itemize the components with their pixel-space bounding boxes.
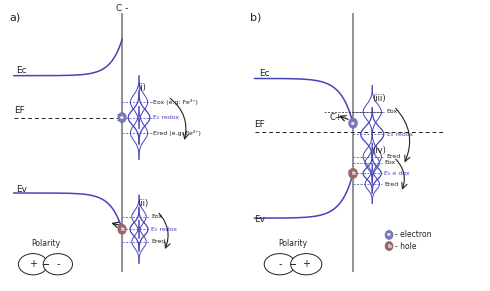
Text: Ev: Ev bbox=[255, 215, 266, 224]
Text: (iii): (iii) bbox=[372, 94, 386, 103]
Text: Ered: Ered bbox=[387, 154, 401, 159]
Text: Ered: Ered bbox=[151, 239, 166, 244]
Text: Ered: Ered bbox=[384, 182, 398, 187]
Text: Ec: Ec bbox=[16, 66, 27, 75]
Text: - hole: - hole bbox=[395, 242, 416, 251]
Text: Eox (e.g: Fe³⁺): Eox (e.g: Fe³⁺) bbox=[153, 99, 198, 105]
Text: Ec: Ec bbox=[259, 69, 270, 78]
Text: +: + bbox=[29, 259, 37, 269]
Text: e: e bbox=[120, 115, 124, 120]
Text: e: e bbox=[351, 121, 355, 126]
Text: Eox: Eox bbox=[384, 160, 395, 165]
Text: (i): (i) bbox=[137, 83, 146, 92]
Text: h: h bbox=[351, 171, 355, 176]
Text: Ev: Ev bbox=[16, 184, 27, 194]
Text: E₀ e dox: E₀ e dox bbox=[384, 171, 410, 176]
Text: (ii): (ii) bbox=[137, 199, 148, 208]
Text: h: h bbox=[387, 244, 391, 249]
Text: h: h bbox=[120, 227, 124, 232]
Text: -: - bbox=[56, 259, 60, 269]
Text: E₀ redox: E₀ redox bbox=[387, 132, 413, 137]
Text: Eox: Eox bbox=[151, 214, 163, 219]
Text: -: - bbox=[278, 259, 282, 269]
Circle shape bbox=[349, 169, 357, 178]
Text: b): b) bbox=[250, 13, 261, 23]
Circle shape bbox=[118, 113, 126, 122]
Text: (iv): (iv) bbox=[372, 146, 386, 155]
Text: Ered (e.g: Fe²⁺): Ered (e.g: Fe²⁺) bbox=[153, 130, 201, 136]
Ellipse shape bbox=[264, 254, 295, 275]
Text: Polarity: Polarity bbox=[278, 239, 308, 248]
Ellipse shape bbox=[43, 254, 73, 275]
Text: EF: EF bbox=[14, 107, 24, 115]
Circle shape bbox=[386, 242, 392, 250]
Text: E₀ redox: E₀ redox bbox=[153, 115, 179, 120]
Ellipse shape bbox=[291, 254, 322, 275]
Text: C+: C+ bbox=[329, 113, 342, 122]
Text: C -: C - bbox=[116, 4, 128, 13]
Text: Eox: Eox bbox=[387, 109, 398, 114]
Ellipse shape bbox=[19, 254, 48, 275]
Circle shape bbox=[386, 231, 392, 239]
Text: +: + bbox=[302, 259, 310, 269]
Text: e: e bbox=[387, 233, 391, 237]
Text: a): a) bbox=[9, 13, 21, 23]
Text: - electron: - electron bbox=[395, 230, 432, 239]
Circle shape bbox=[349, 118, 357, 128]
Text: EF: EF bbox=[255, 120, 266, 129]
Text: Polarity: Polarity bbox=[31, 239, 60, 248]
Circle shape bbox=[118, 225, 126, 234]
Text: E₀ redox: E₀ redox bbox=[151, 227, 177, 232]
